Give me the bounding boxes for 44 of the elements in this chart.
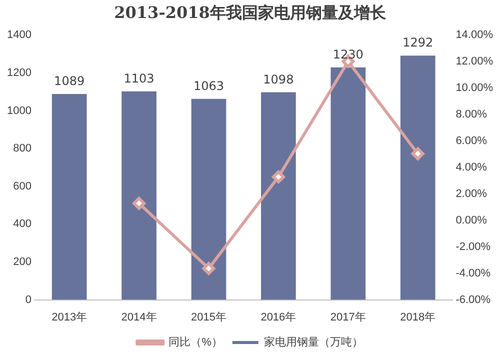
y-tick-label: 1200 xyxy=(6,67,32,80)
y2-tick-label: -6.00% xyxy=(456,294,491,306)
point xyxy=(132,196,146,210)
y2-tick-label: 14.00% xyxy=(456,29,494,42)
x-tick-label: 2014年 xyxy=(121,311,157,324)
y2-tick-label: 0.00% xyxy=(456,214,488,226)
x-tick-label: 2016年 xyxy=(260,311,296,324)
y2-tick-label: -2.00% xyxy=(456,240,491,253)
bar xyxy=(330,67,366,300)
data-label: 1292 xyxy=(402,36,434,50)
y-tick-label: 800 xyxy=(13,142,32,155)
data-label: 1230 xyxy=(332,47,364,62)
bar xyxy=(122,91,156,300)
y2-tick-label: 8.00% xyxy=(456,108,488,121)
data-label: 1098 xyxy=(263,72,294,86)
bar xyxy=(52,94,87,300)
point xyxy=(202,262,216,275)
point xyxy=(272,170,285,184)
bar xyxy=(400,56,436,300)
y2-tick-label: 6.00% xyxy=(456,135,488,148)
x-tick-label: 2017年 xyxy=(330,311,366,324)
data-label: 1103 xyxy=(124,71,154,86)
bar xyxy=(261,92,296,300)
y2-tick-label: 10.00% xyxy=(456,82,494,94)
y2-tick-label: -4.00% xyxy=(456,267,491,280)
y-tick-label: 1400 xyxy=(6,29,32,42)
x-tick-label: 2013年 xyxy=(52,311,88,324)
y2-tick-label: 2.00% xyxy=(456,188,488,200)
y2-tick-label: 4.00% xyxy=(456,162,488,174)
x-tick-label: 2015年 xyxy=(190,311,226,324)
y-tick-label: 200 xyxy=(13,256,32,268)
bar xyxy=(191,98,226,300)
legend-label: 家电用钢量（万吨） xyxy=(264,336,363,349)
y-tick-label: 1000 xyxy=(6,104,32,117)
y-tick-label: 400 xyxy=(13,218,32,230)
chart-title: 2013-2018年我国家电用钢量及增长 xyxy=(114,2,387,22)
y-tick-label: 600 xyxy=(13,180,32,192)
point xyxy=(411,147,424,160)
data-label: 1063 xyxy=(193,79,224,94)
x-tick-label: 2018年 xyxy=(400,311,436,324)
y-tick-label: 0 xyxy=(25,294,32,306)
legend-label: 同比（%） xyxy=(168,336,222,349)
y2-tick-label: 12.00% xyxy=(456,56,494,68)
data-label: 1089 xyxy=(54,74,85,88)
